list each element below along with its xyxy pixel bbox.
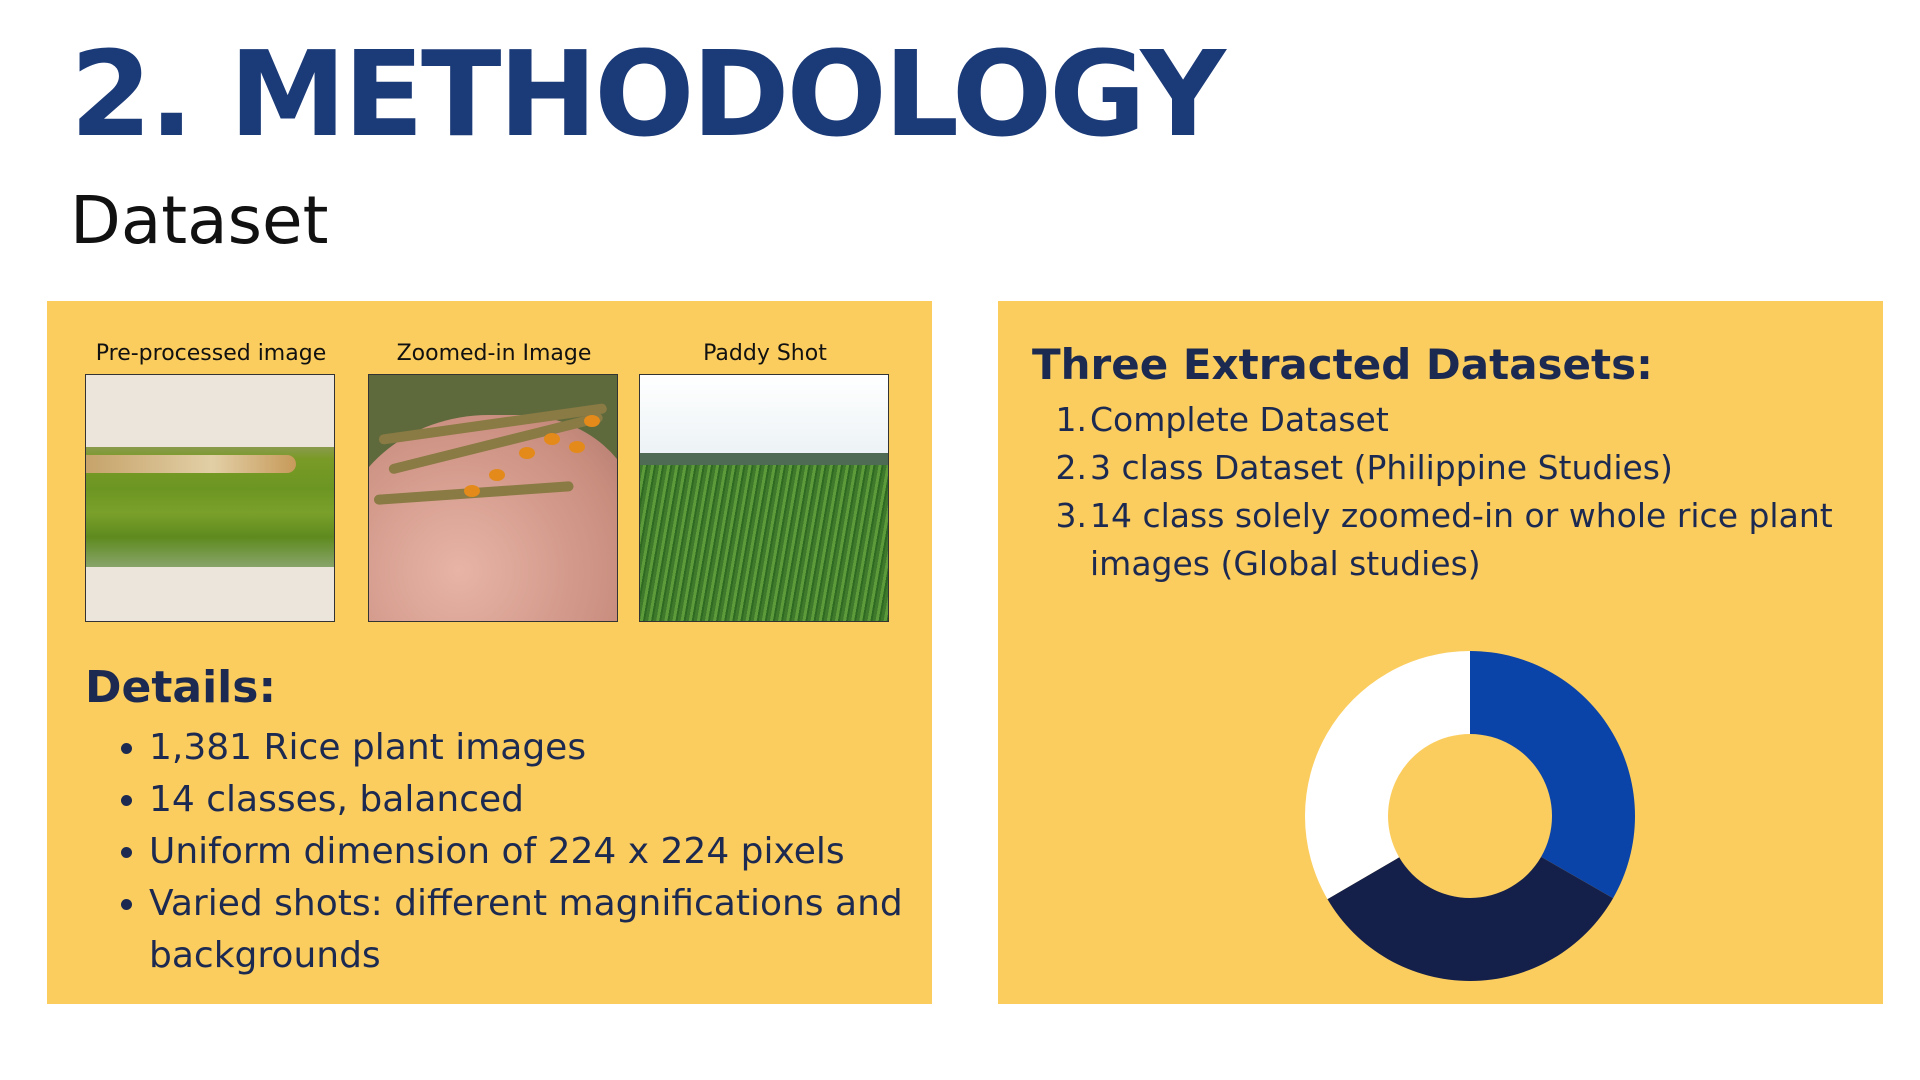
details-list: 1,381 Rice plant images 14 classes, bala…	[115, 722, 909, 982]
disease-spot	[569, 441, 585, 453]
details-item: 1,381 Rice plant images	[149, 722, 909, 774]
image-caption-paddy: Paddy Shot	[703, 341, 827, 366]
details-item: Varied shots: different magnifications a…	[149, 878, 909, 982]
details-item: 14 classes, balanced	[149, 774, 909, 826]
disease-spot	[584, 415, 600, 427]
datasets-item: 2. 3 class Dataset (Philippine Studies)	[1056, 444, 1870, 492]
image-caption-zoomed: Zoomed-in Image	[396, 341, 592, 366]
disease-spot	[519, 447, 535, 459]
disease-spot	[464, 485, 480, 497]
paddy-field-image	[639, 374, 889, 622]
donut-chart	[1305, 651, 1635, 981]
preprocessed-leaf-image	[85, 374, 335, 622]
disease-spot	[544, 433, 560, 445]
details-item: Uniform dimension of 224 x 224 pixels	[149, 826, 909, 878]
leaf-lesion	[86, 455, 296, 473]
datasets-item-text: Complete Dataset	[1090, 400, 1389, 439]
zoomed-in-hand-image	[368, 374, 618, 622]
datasets-item-number: 3.	[1055, 496, 1088, 535]
field-grass	[640, 465, 888, 621]
image-caption-preprocessed: Pre-processed image	[95, 341, 327, 366]
datasets-item-number: 1.	[1055, 400, 1088, 439]
page-title: 2. METHODOLOGY	[70, 25, 1226, 163]
datasets-panel	[998, 301, 1883, 1004]
datasets-item: 1. Complete Dataset	[1056, 396, 1870, 444]
disease-spot	[489, 469, 505, 481]
donut-slice	[1327, 856, 1614, 981]
field-sky	[640, 375, 888, 465]
datasets-item-number: 2.	[1055, 448, 1088, 487]
donut-slice	[1470, 651, 1635, 899]
datasets-item-text: 3 class Dataset (Philippine Studies)	[1090, 448, 1673, 487]
datasets-heading: Three Extracted Datasets:	[1032, 340, 1653, 389]
details-heading: Details:	[85, 662, 277, 713]
datasets-list: 1. Complete Dataset 2. 3 class Dataset (…	[1056, 396, 1870, 588]
page-subtitle: Dataset	[70, 182, 329, 259]
donut-slice	[1305, 651, 1470, 900]
datasets-item-text: 14 class solely zoomed-in or whole rice …	[1090, 496, 1833, 583]
datasets-item: 3. 14 class solely zoomed-in or whole ri…	[1056, 492, 1870, 588]
